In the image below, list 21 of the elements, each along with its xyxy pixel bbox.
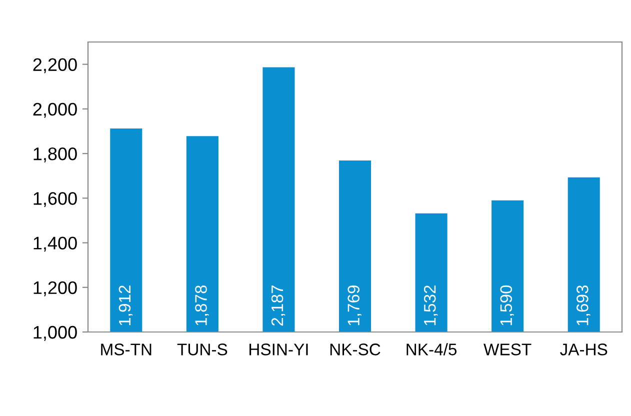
data-label: 2,187	[271, 286, 286, 326]
x-tick-label: JA-HS	[560, 344, 608, 356]
y-tick-label: 1,400	[34, 236, 77, 252]
data-label: 1,590	[500, 285, 514, 326]
x-tick-label: WEST	[484, 344, 532, 356]
y-tick-label: 2,000	[33, 102, 77, 118]
x-tick-label: HSIN-YI	[250, 344, 308, 356]
data-label: 1,532	[424, 286, 438, 326]
x-tick-label: TUN-S	[177, 344, 228, 356]
y-tick-label: 1,200	[34, 281, 77, 296]
y-tick-label: 1,800	[34, 147, 77, 162]
x-tick-label: NK-4/5	[406, 343, 457, 356]
y-tick-label: 2,200	[33, 58, 77, 74]
x-tick-label: MS-TN	[101, 344, 152, 356]
data-label: 1,912	[118, 286, 133, 326]
y-tick-label: 1,000	[34, 326, 77, 341]
x-tick-label: NK-SC	[330, 344, 380, 356]
data-label: 1,769	[348, 286, 362, 326]
data-label: 1,878	[195, 285, 209, 326]
data-label: 1,693	[576, 285, 590, 326]
y-tick-label: 1,600	[34, 192, 77, 208]
